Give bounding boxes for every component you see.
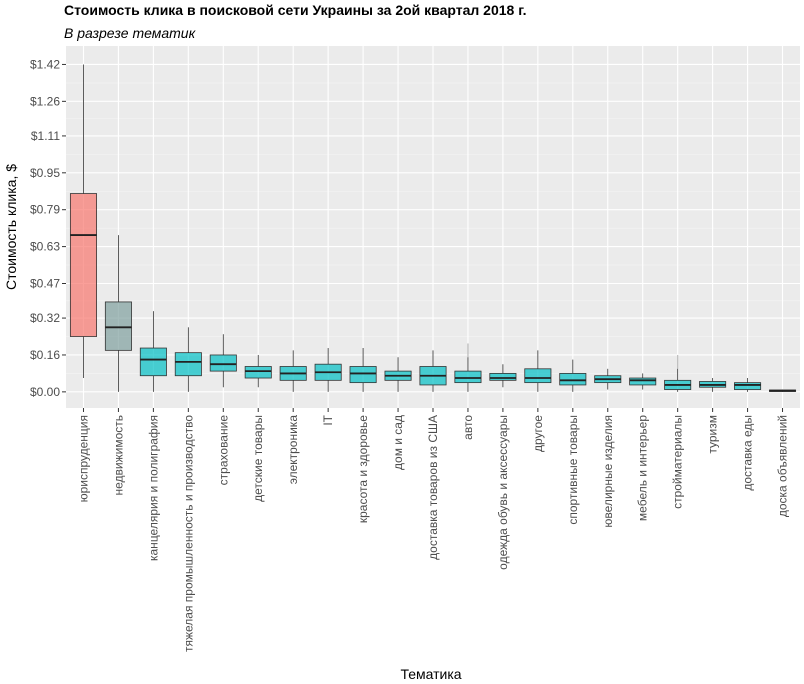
x-tick-label: красота и здоровье (356, 415, 370, 523)
box (629, 377, 657, 386)
x-tick-label: стройматериалы (671, 415, 685, 509)
x-tick-label: юриспруденция (76, 415, 90, 502)
box (244, 366, 272, 379)
box (524, 368, 552, 384)
box (139, 347, 167, 377)
box (489, 373, 517, 381)
box (734, 382, 762, 390)
grid-major (66, 46, 800, 408)
x-tick-label: другое (531, 415, 545, 452)
chart-subtitle: В разрезе тематик (64, 25, 196, 41)
y-tick-label: $0.16 (30, 348, 60, 362)
x-tick-label: канцелярия и полиграфия (146, 415, 160, 561)
x-tick-label: доставка еды (741, 415, 755, 491)
box (559, 373, 587, 386)
chart-title: Стоимость клика в поисковой сети Украины… (64, 2, 527, 18)
x-tick-label: спортивные товары (566, 415, 580, 525)
y-tick-label: $1.42 (30, 57, 60, 71)
y-axis-title: Стоимость клика, $ (3, 164, 19, 290)
x-tick-label: дом и сад (391, 415, 405, 470)
y-tick-label: $1.11 (31, 129, 60, 143)
x-tick-label: ювелирные изделия (601, 415, 615, 528)
box (454, 370, 482, 384)
x-tick-label: страхование (216, 415, 230, 486)
box (104, 301, 132, 351)
box (69, 193, 97, 337)
x-tick-label: доска объявлений (776, 415, 790, 517)
x-tick-label: туризм (706, 415, 720, 454)
x-tick-label: детские товары (251, 415, 265, 502)
x-tick-label: авто (461, 415, 475, 440)
box (209, 354, 237, 372)
y-tick-label: $0.32 (30, 311, 60, 325)
boxes-layer (69, 64, 797, 392)
y-tick-label: $0.79 (30, 203, 60, 217)
x-tick-label: одежда обувь и аксессуары (496, 415, 510, 570)
y-tick-label: $0.95 (30, 166, 60, 180)
x-tick-label: электроника (286, 415, 300, 485)
x-tick-label: IT (321, 414, 335, 425)
y-axis: $0.00 $0.16 $0.32 $0.47 $0.63 $0.79 $0.95 $1.11… (30, 57, 66, 399)
x-tick-label: тяжелая промышленность и производство (181, 415, 195, 652)
x-axis: юриспруденция недвижимость канцелярия и по… (76, 408, 790, 652)
y-tick-label: $0.47 (30, 276, 60, 290)
y-tick-label: $0.63 (30, 240, 60, 254)
x-axis-title: Тематика (400, 666, 461, 682)
x-tick-label: мебель и интерьер (636, 415, 650, 521)
x-tick-label: недвижимость (111, 415, 125, 496)
box (349, 366, 377, 384)
y-tick-label: $0.00 (30, 385, 60, 399)
box (174, 352, 202, 377)
y-tick-label: $1.26 (30, 94, 60, 108)
x-tick-label: доставка товаров из США (426, 415, 440, 560)
